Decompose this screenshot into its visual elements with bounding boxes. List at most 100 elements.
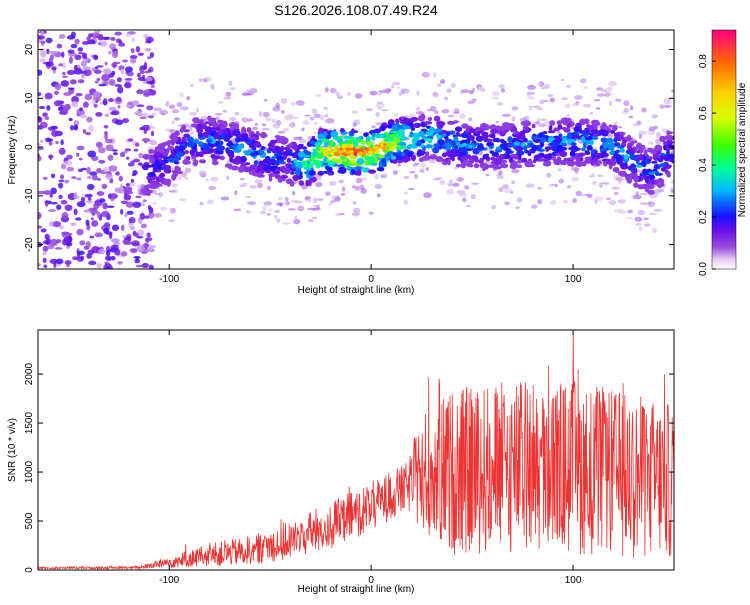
noise-blob [86,116,93,123]
band-blob [218,126,227,130]
band-blob [490,133,496,139]
noise-blob [46,48,50,55]
halo-blob [538,123,546,128]
noise-blob [124,148,132,152]
band-blob [596,160,603,165]
noise-blob [73,208,78,216]
band-blob [665,144,671,152]
noise-blob [142,199,147,202]
band-blob [666,131,674,135]
band-blob [518,133,526,140]
band-blob [514,145,524,152]
halo-blob [277,130,286,134]
noise-blob [105,144,114,152]
halo-blob [638,130,648,136]
band-blob [517,159,523,164]
halo-blob [313,197,317,204]
halo-blob [452,182,460,187]
noise-blob [80,196,86,203]
band-blob [559,151,568,158]
band-blob [356,169,362,176]
noise-blob [143,89,153,96]
halo-blob [161,112,165,116]
band-blob [182,159,190,165]
colorbar-tick-label: 0.2 [698,210,709,224]
band-blob [154,151,161,156]
band-blob [174,130,180,137]
noise-blob [40,50,47,58]
noise-blob [143,128,148,134]
noise-blob [124,81,132,89]
band-blob [290,171,295,175]
halo-blob [450,82,456,89]
halo-blob [229,87,236,90]
halo-blob [416,90,420,96]
noise-blob [106,205,115,209]
noise-blob [68,56,73,64]
noise-blob [43,264,48,269]
band-blob [525,160,533,166]
noise-blob [104,132,108,141]
band-blob [354,166,363,170]
band-blob [435,156,444,163]
halo-blob [304,114,312,117]
noise-blob [119,152,126,158]
halo-blob [562,200,568,204]
band-blob [185,156,191,161]
noise-blob [125,104,132,108]
halo-blob [335,213,341,217]
band-blob [340,128,345,133]
band-blob [425,151,430,157]
halo-blob [225,91,232,97]
halo-blob [447,114,455,118]
band-blob [166,180,171,187]
halo-blob [579,78,587,84]
noise-blob [49,221,54,227]
halo-blob [330,199,337,203]
halo-blob [375,102,385,109]
band-blob [636,150,640,154]
colorbar-tick-label: 0.6 [698,106,709,120]
band-blob [396,159,404,164]
band-blob [633,182,639,188]
band-blob [448,140,454,146]
halo-blob [377,106,382,111]
noise-blob [129,58,137,64]
band-blob [667,158,674,162]
halo-blob [549,97,556,103]
noise-blob [60,139,64,146]
band-blob [326,166,333,172]
halo-blob [653,188,661,195]
halo-blob [525,94,531,97]
noise-blob [71,176,77,179]
noise-blob [130,178,135,183]
band-blob [447,120,453,125]
halo-blob [572,198,577,203]
halo-blob [421,71,430,78]
band-blob [542,161,552,167]
noise-blob [127,138,134,142]
halo-blob [262,205,267,211]
halo-blob [292,116,299,120]
noise-blob [60,80,70,87]
band-blob [309,140,317,145]
halo-blob [594,196,603,202]
band-blob [647,189,655,195]
band-blob [490,129,499,134]
noise-blob [111,62,118,68]
noise-blob [78,51,83,55]
halo-blob [500,88,506,93]
band-blob [170,140,175,146]
band-blob [568,156,576,160]
halo-blob [609,100,613,106]
noise-blob [86,166,91,174]
noise-blob [104,61,108,66]
band-blob [412,124,417,128]
band-blob [141,189,149,196]
band-blob [523,145,528,152]
halo-blob [355,177,363,184]
noise-blob [135,264,143,268]
noise-blob [120,183,124,191]
noise-blob [110,244,119,251]
band-blob [589,139,594,146]
